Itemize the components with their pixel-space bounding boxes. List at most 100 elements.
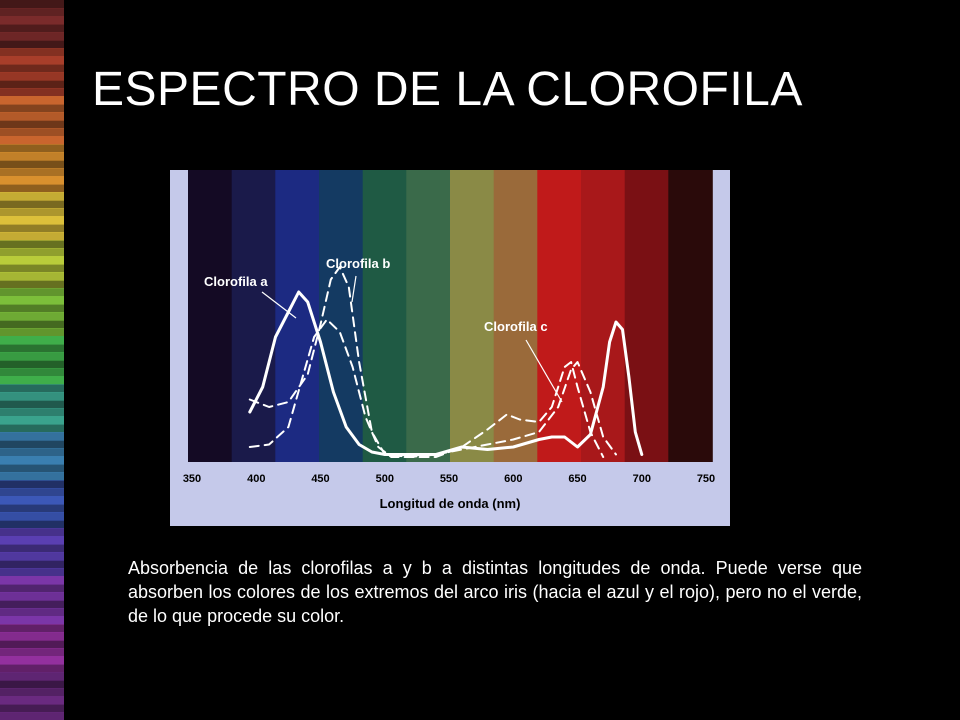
stripe xyxy=(0,184,64,193)
stripe xyxy=(0,232,64,241)
stripe xyxy=(0,216,64,225)
label-clorofila-a: Clorofila a xyxy=(204,274,268,289)
x-tick-label: 650 xyxy=(568,473,586,485)
stripe xyxy=(0,488,64,497)
stripe xyxy=(0,456,64,465)
stripe xyxy=(0,40,64,49)
stripe xyxy=(0,264,64,273)
stripe xyxy=(0,552,64,561)
stripe xyxy=(0,296,64,305)
x-tick-label: 600 xyxy=(504,473,522,485)
x-tick-label: 450 xyxy=(311,473,329,485)
stripe xyxy=(0,448,64,457)
label-clorofila-b: Clorofila b xyxy=(326,256,390,271)
label-clorofila-c: Clorofila c xyxy=(484,319,548,334)
spectrum-band xyxy=(668,170,713,462)
spectrum-band xyxy=(188,170,233,462)
series-line-3 xyxy=(248,318,605,458)
stripe xyxy=(0,640,64,649)
stripe xyxy=(0,528,64,537)
stripe xyxy=(0,112,64,121)
stripe xyxy=(0,568,64,577)
stripe xyxy=(0,632,64,641)
spectrum-band xyxy=(406,170,451,462)
stripe xyxy=(0,544,64,553)
stripe xyxy=(0,208,64,217)
stripe xyxy=(0,104,64,113)
stripe xyxy=(0,624,64,633)
x-tick-label: 700 xyxy=(633,473,651,485)
x-axis-ticks: 350 400 450 500 550 600 650 700 750 xyxy=(183,473,715,485)
stripe xyxy=(0,328,64,337)
stripe xyxy=(0,64,64,73)
x-tick-label: 400 xyxy=(247,473,265,485)
stripe xyxy=(0,192,64,201)
stripe xyxy=(0,672,64,681)
stripe xyxy=(0,696,64,705)
pointer-clorofila-a xyxy=(261,291,297,319)
x-tick-label: 550 xyxy=(440,473,458,485)
stripe xyxy=(0,88,64,97)
stripe xyxy=(0,376,64,385)
stripe xyxy=(0,168,64,177)
stripe xyxy=(0,424,64,433)
stripe xyxy=(0,680,64,689)
pointer-clorofila-c xyxy=(525,339,563,403)
stripe xyxy=(0,320,64,329)
stripe xyxy=(0,336,64,345)
stripe xyxy=(0,600,64,609)
stripe xyxy=(0,0,64,9)
stripe xyxy=(0,520,64,529)
stripe xyxy=(0,8,64,17)
spectrum-band xyxy=(231,170,277,462)
stripe xyxy=(0,400,64,409)
stripe xyxy=(0,384,64,393)
stripe xyxy=(0,352,64,361)
stripe xyxy=(0,704,64,713)
stripe xyxy=(0,272,64,281)
stripe xyxy=(0,616,64,625)
stripe xyxy=(0,368,64,377)
stripe xyxy=(0,256,64,265)
slide-caption: Absorbencia de las clorofilas a y b a di… xyxy=(128,558,862,626)
x-axis-label: Longitud de onda (nm) xyxy=(380,496,521,511)
spectrum-band xyxy=(624,170,670,462)
x-tick-label: 350 xyxy=(183,473,201,485)
stripe xyxy=(0,360,64,369)
absorption-chart: 350 400 450 500 550 600 650 700 750 Longitud de … xyxy=(183,170,715,511)
stripe xyxy=(0,160,64,169)
stripe xyxy=(0,504,64,513)
stripe xyxy=(0,512,64,521)
stripe xyxy=(0,48,64,57)
stripe xyxy=(0,560,64,569)
stripe xyxy=(0,176,64,185)
stripe xyxy=(0,24,64,33)
stripe xyxy=(0,648,64,657)
stripe xyxy=(0,472,64,481)
stripe xyxy=(0,120,64,129)
stripe xyxy=(0,136,64,145)
stripe xyxy=(0,480,64,489)
stripe xyxy=(0,200,64,209)
stripe xyxy=(0,464,64,473)
absorption-curves xyxy=(248,266,644,458)
stripe xyxy=(0,536,64,545)
stripe xyxy=(0,144,64,153)
spectrum-background xyxy=(188,170,713,462)
stripe xyxy=(0,128,64,137)
spectrum-band xyxy=(362,170,408,462)
stripe xyxy=(0,288,64,297)
spectrum-band xyxy=(493,170,539,462)
slide-title: ESPECTRO DE LA CLOROFILA xyxy=(92,63,803,116)
x-tick-label: 500 xyxy=(376,473,394,485)
stripe xyxy=(0,656,64,665)
stripe xyxy=(0,96,64,105)
stripe xyxy=(0,608,64,617)
stripe xyxy=(0,408,64,417)
stripe xyxy=(0,592,64,601)
stripe xyxy=(0,80,64,89)
spectrum-band xyxy=(319,170,364,462)
stripe xyxy=(0,688,64,697)
stripe xyxy=(0,152,64,161)
stripe xyxy=(0,72,64,81)
